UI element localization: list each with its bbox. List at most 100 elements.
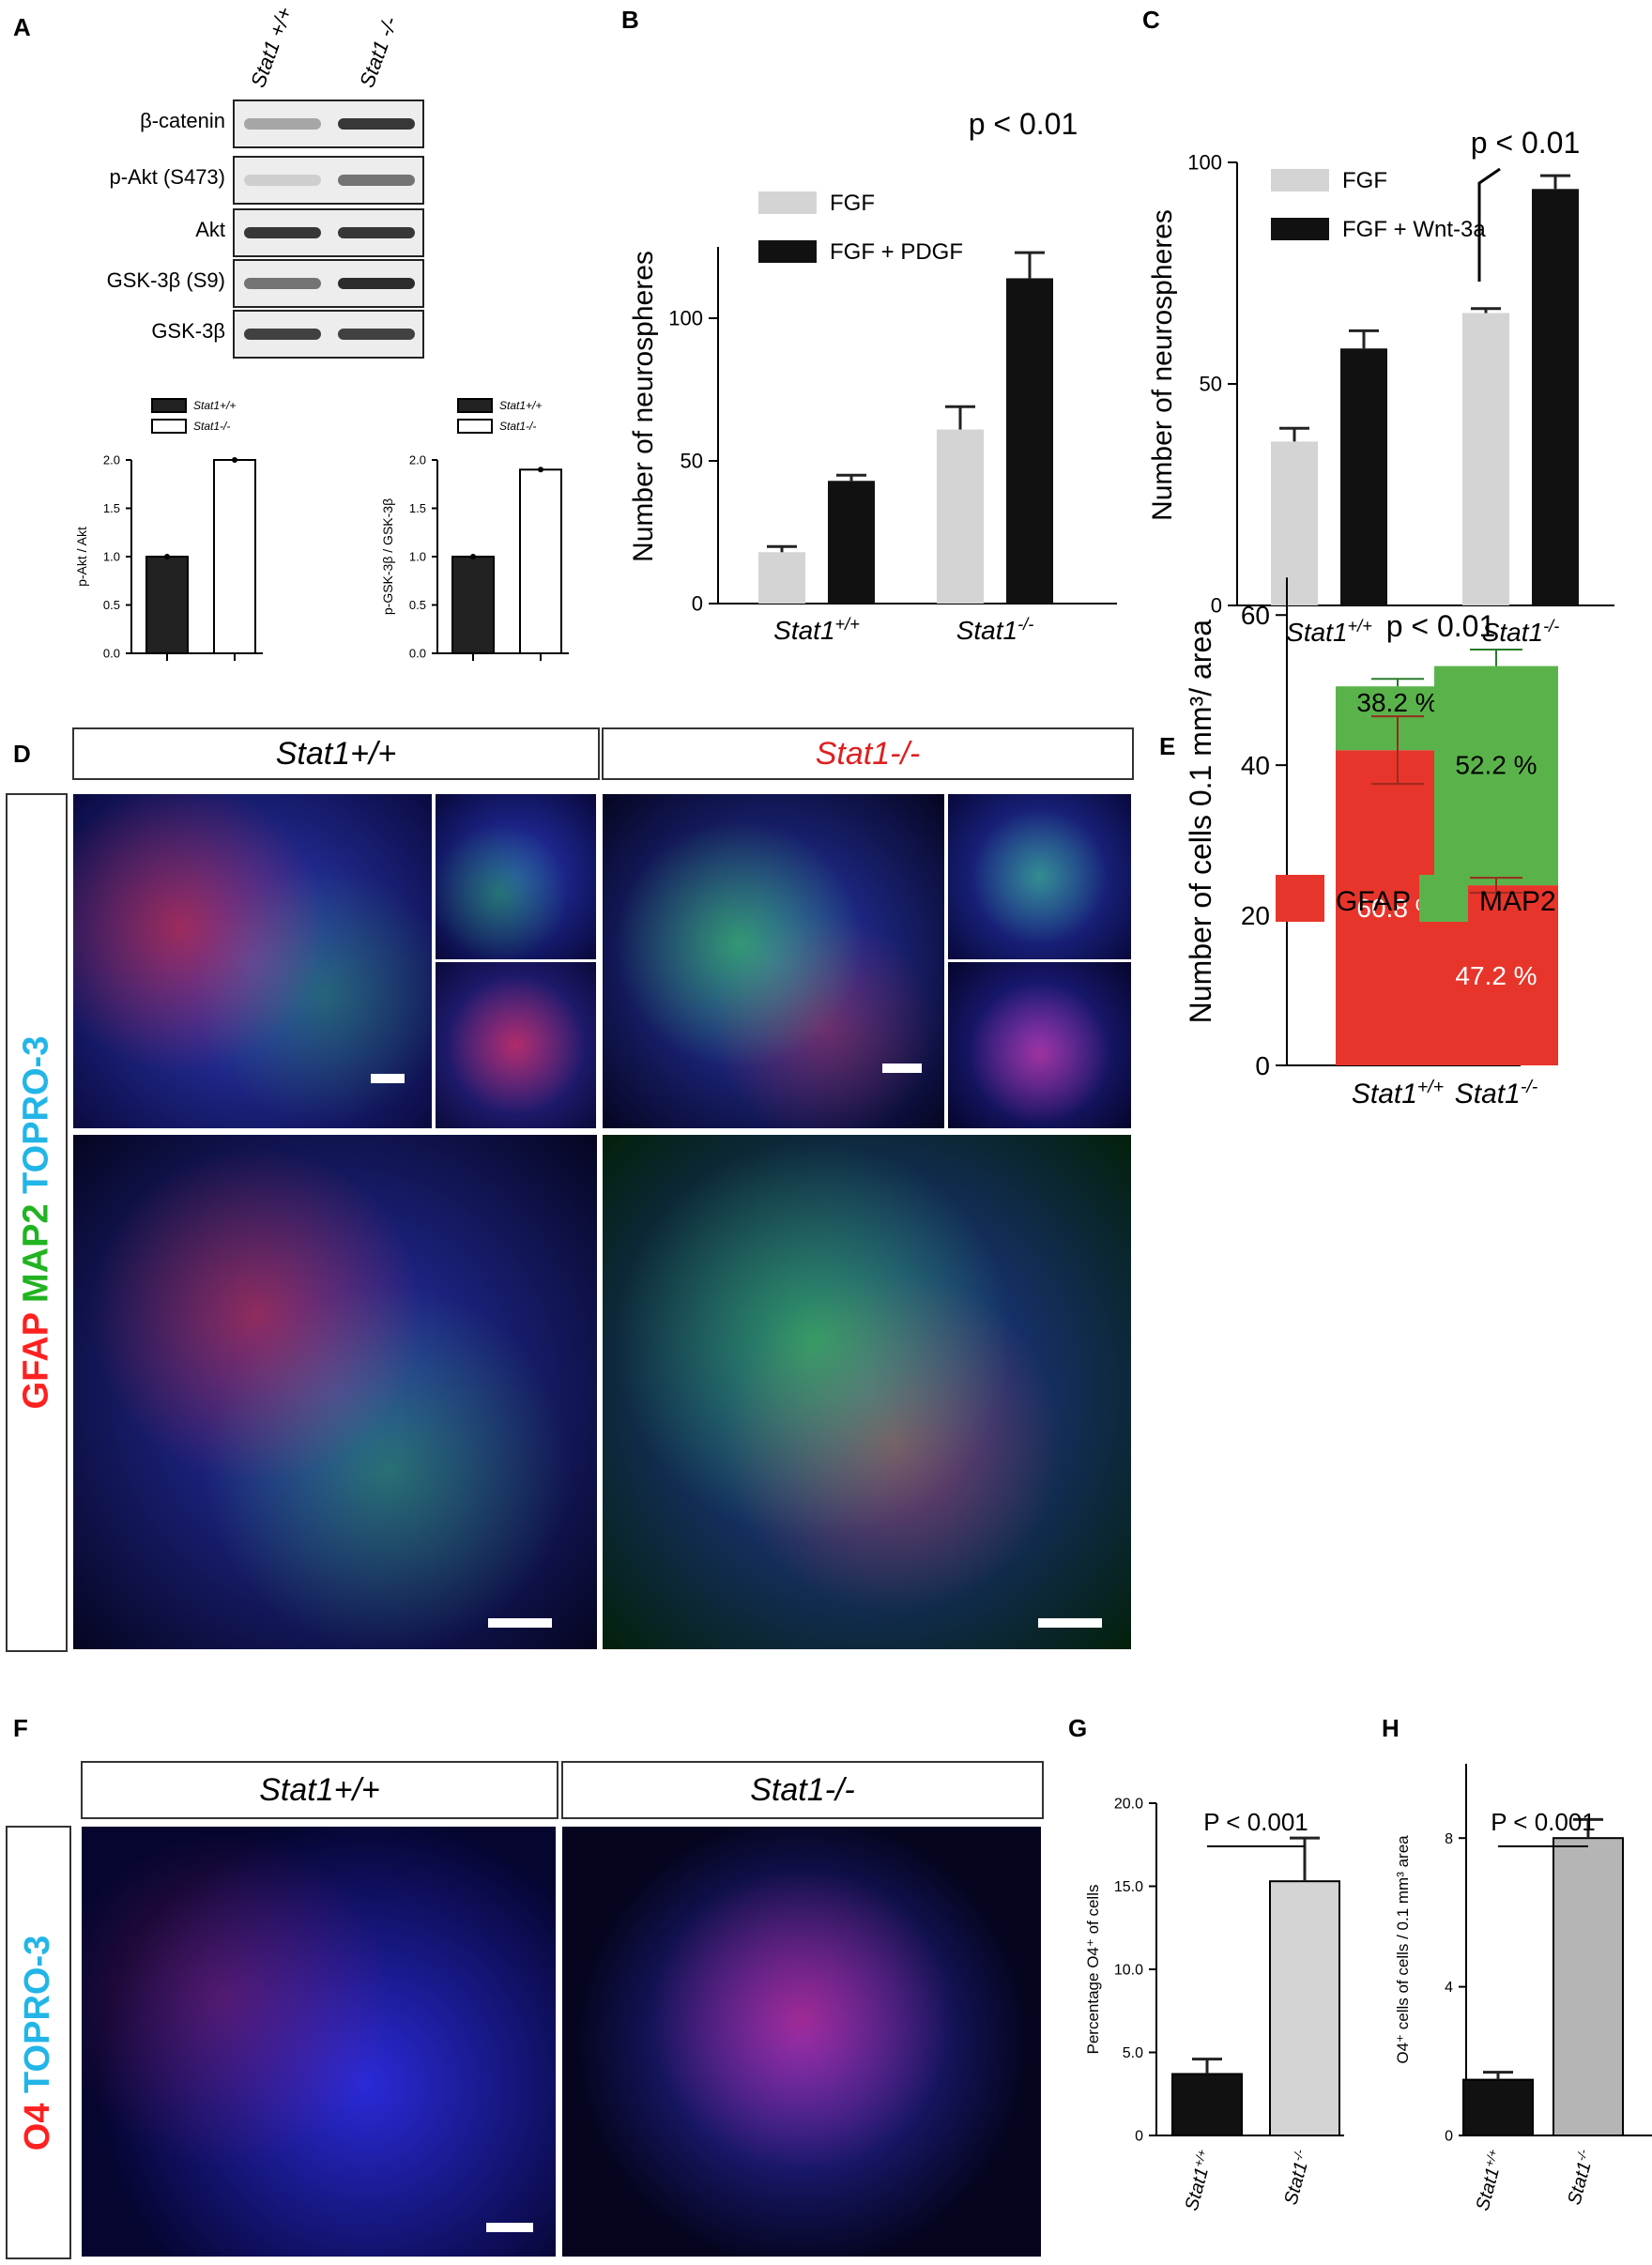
bar — [758, 552, 805, 604]
bar — [937, 429, 984, 604]
legend-swatch — [758, 240, 817, 263]
blot-band — [244, 227, 321, 238]
y-tick-label: 5.0 — [1123, 2045, 1143, 2061]
legend-label: MAP2 — [1479, 886, 1556, 917]
panel-letter-f: F — [13, 1714, 28, 1742]
stain-label-f: O4 TOPRO-3 — [6, 1826, 71, 2259]
significance-label: p < 0.01 — [1471, 126, 1581, 160]
blot-strip — [233, 99, 424, 148]
y-tick-label: 60 — [1241, 601, 1270, 630]
panel-letter-b: B — [621, 6, 639, 34]
blot-strip — [233, 156, 424, 205]
blot-band — [244, 278, 321, 289]
y-tick-label: 1.5 — [409, 501, 426, 515]
blot-band — [338, 118, 415, 130]
y-tick-label: 0.0 — [409, 647, 426, 661]
legend-swatch — [1271, 169, 1329, 191]
x-tick-label: Stat1-/- — [956, 615, 1034, 645]
panel-letter-c: C — [1142, 6, 1160, 34]
significance-label: p < 0.01 — [969, 107, 1078, 141]
blot-band — [338, 329, 415, 340]
micrograph-d-wt-inset-bottom — [435, 961, 597, 1129]
data-label-map2: 52.2 % — [1455, 751, 1537, 780]
micrograph-f-wt — [81, 1826, 557, 2257]
y-axis-label: O4⁺ cells of cells / 0.1 mm³ area — [1394, 1835, 1412, 2064]
legend-label: Stat1+/+ — [193, 399, 236, 412]
y-tick-label: 100 — [1187, 151, 1222, 175]
y-tick-label: 10.0 — [1114, 1963, 1143, 1979]
y-tick-label: 0 — [1445, 2129, 1453, 2145]
header-f-ko: Stat1-/- — [561, 1761, 1044, 1819]
significance-label: P < 0.001 — [1203, 1808, 1308, 1836]
y-tick-label: 40 — [1241, 751, 1270, 780]
blot-row-label: GSK-3β (S9) — [106, 268, 225, 292]
legend-label: FGF — [1342, 168, 1387, 193]
bar — [1462, 2078, 1534, 2137]
legend-swatch — [758, 191, 817, 214]
y-axis-label: Number of neurospheres — [628, 251, 659, 562]
bar — [1340, 348, 1387, 605]
blot-row-label: GSK-3β — [151, 319, 225, 343]
y-axis-label: Number of neurospheres — [1147, 209, 1178, 521]
data-label-map2: 38.2 % — [1356, 688, 1438, 717]
bar — [519, 468, 562, 654]
bar-map2 — [1434, 666, 1558, 886]
y-axis-label: p-Akt / Akt — [74, 527, 89, 587]
scale-bar — [488, 1618, 552, 1628]
significance-label: P < 0.001 — [1491, 1808, 1596, 1836]
data-point — [538, 467, 543, 473]
legend-label: FGF + PDGF — [830, 239, 963, 265]
x-tick-label: Stat1+/+ — [1286, 617, 1372, 647]
data-point — [232, 457, 237, 463]
y-tick-label: 1.0 — [409, 550, 426, 564]
stain-label-d: GFAP MAP2 TOPRO-3 — [6, 793, 68, 1652]
x-tick-label: Stat1-/- — [1482, 617, 1560, 647]
scale-bar — [371, 1074, 405, 1083]
header-d-wt: Stat1+/+ — [72, 727, 600, 780]
legend-label: Stat1+/+ — [499, 399, 542, 412]
y-tick-label: 0 — [1211, 594, 1222, 618]
bar — [213, 459, 256, 654]
legend-swatch — [151, 398, 187, 413]
bar — [1171, 2073, 1243, 2137]
y-tick-label: 0.5 — [103, 598, 120, 612]
panel-letter-g: G — [1068, 1714, 1088, 1742]
data-point — [470, 554, 476, 559]
legend-label: FGF + Wnt-3a — [1342, 217, 1486, 242]
blot-strip — [233, 208, 424, 257]
y-tick-label: 2.0 — [409, 453, 426, 467]
significance-label: p < 0.01 — [1386, 609, 1496, 643]
y-tick-label: 4 — [1445, 1980, 1453, 1996]
y-tick-label: 0.0 — [103, 647, 120, 661]
legend-label: FGF — [830, 191, 875, 216]
bar — [1271, 441, 1318, 605]
blot-row-label: β-catenin — [140, 109, 225, 132]
y-tick-label: 0 — [1135, 2129, 1143, 2145]
blot-row-label: p-Akt (S473) — [109, 165, 226, 189]
data-label-gfap: 47.2 % — [1455, 961, 1537, 990]
micrograph-d-ko-large — [602, 1134, 1132, 1650]
bar — [1269, 1880, 1340, 2136]
y-tick-label: 2.0 — [103, 453, 120, 467]
x-tick-label: Stat1-/- — [1562, 2147, 1598, 2207]
y-axis-label: Percentage O4⁺ of cells — [1084, 1885, 1102, 2055]
x-tick-label: Stat1-/- — [1455, 1077, 1538, 1110]
bar — [451, 556, 495, 654]
blot-band — [244, 175, 321, 186]
x-tick-label: Stat1+/+ — [1470, 2148, 1508, 2213]
panel-letter-e: E — [1159, 732, 1176, 760]
legend-swatch — [151, 419, 187, 434]
y-axis-label: Number of cells 0.1 mm³/ area — [1184, 620, 1217, 1024]
panel-letter-a: A — [13, 13, 31, 41]
micrograph-d-wt-main — [72, 793, 433, 1129]
micrograph-d-ko-inset-bottom — [947, 961, 1132, 1129]
bar — [145, 556, 189, 654]
blot-band — [338, 175, 415, 186]
legend-swatch — [1271, 218, 1329, 240]
y-tick-label: 8 — [1445, 1831, 1453, 1847]
y-tick-label: 1.5 — [103, 501, 120, 515]
x-tick-label: Stat1+/+ — [1179, 2148, 1217, 2213]
y-axis-label: p-GSK-3β / GSK-3β — [380, 498, 395, 615]
y-tick-label: 50 — [681, 450, 703, 473]
